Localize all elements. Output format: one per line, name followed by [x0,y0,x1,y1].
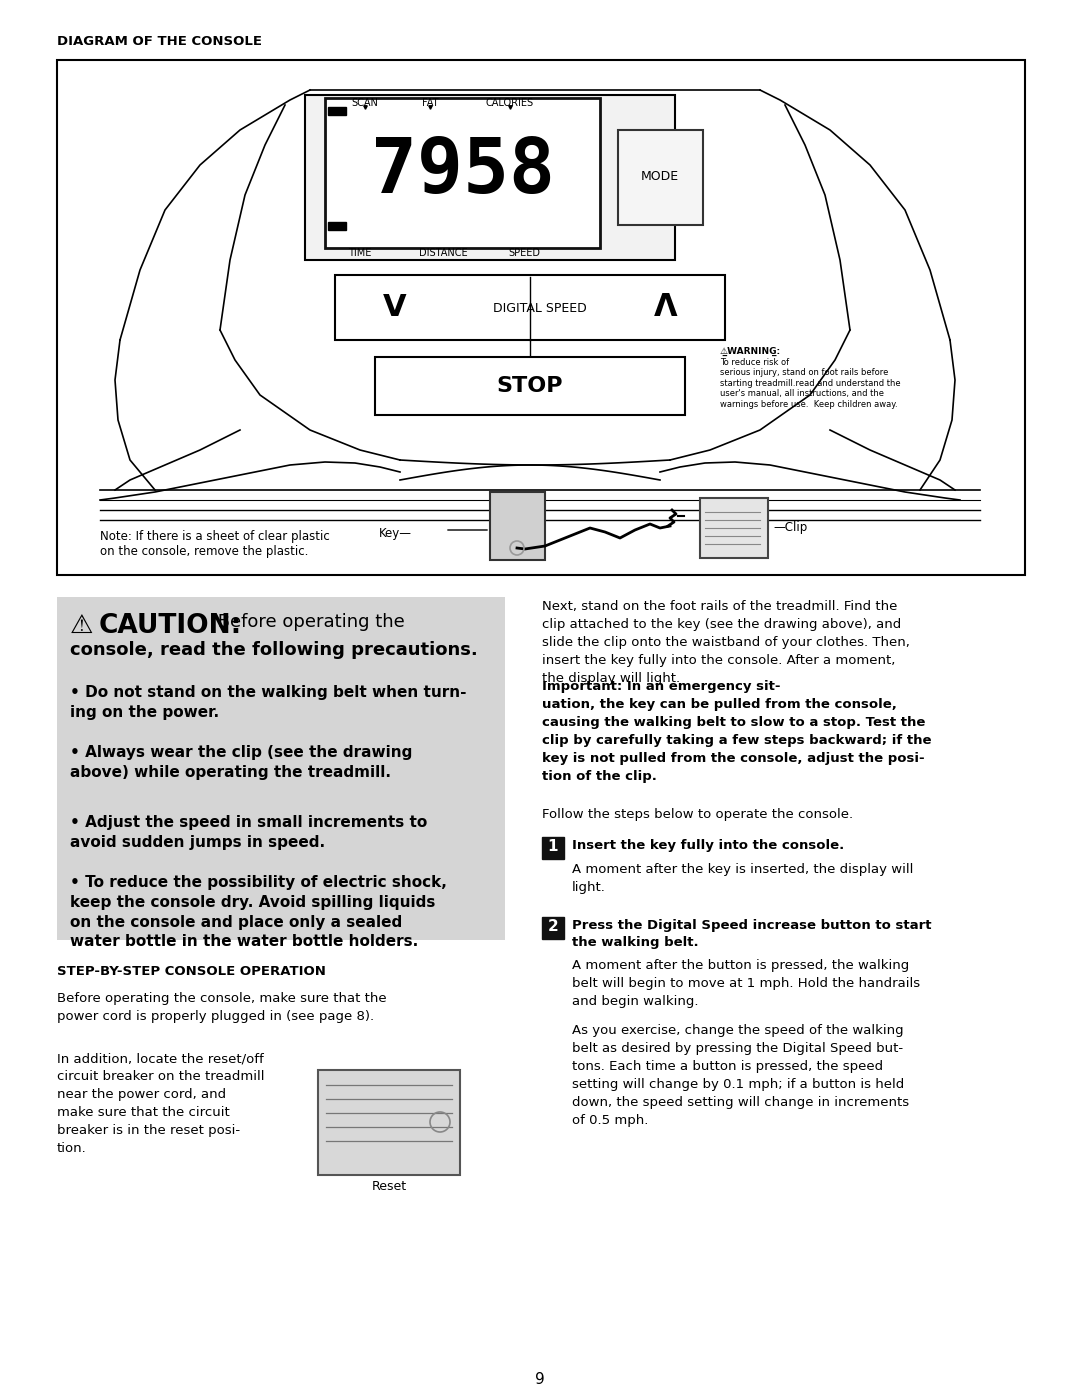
Bar [542,837,564,859]
Text: 7958: 7958 [372,136,555,210]
Bar [57,60,1025,576]
Text: Before operating the console, make sure that the
power cord is properly plugged : Before operating the console, make sure … [57,992,387,1023]
Text: Λ: Λ [654,293,678,323]
Bar [490,492,545,560]
Bar [328,222,346,231]
Text: FAT: FAT [422,98,438,108]
Bar [325,98,600,249]
Text: Before operating the: Before operating the [212,613,405,631]
Text: Note: If there is a sheet of clear plastic
on the console, remove the plastic.: Note: If there is a sheet of clear plast… [100,529,329,557]
Bar [328,108,346,115]
Text: Press the Digital Speed increase button to start
the walking belt.: Press the Digital Speed increase button … [572,919,931,949]
Bar [542,916,564,939]
Text: DIGITAL SPEED: DIGITAL SPEED [494,302,586,314]
Text: DIAGRAM OF THE CONSOLE: DIAGRAM OF THE CONSOLE [57,35,262,47]
Text: Next, stand on the foot rails of the treadmill. Find the
clip attached to the ke: Next, stand on the foot rails of the tre… [542,599,909,685]
Text: A moment after the button is pressed, the walking
belt will begin to move at 1 m: A moment after the button is pressed, th… [572,958,920,1009]
Text: 9: 9 [535,1372,545,1387]
Text: 2: 2 [548,919,558,935]
Text: V: V [383,293,407,323]
Text: • Adjust the speed in small increments to
avoid sudden jumps in speed.: • Adjust the speed in small increments t… [70,814,428,849]
Text: Key—: Key— [379,528,411,541]
Bar [335,275,725,339]
Text: As you exercise, change the speed of the walking
belt as desired by pressing the: As you exercise, change the speed of the… [572,1024,909,1127]
Text: 1: 1 [548,840,558,854]
Text: console, read the following precautions.: console, read the following precautions. [70,641,477,659]
Text: In addition, locate the reset/off
circuit breaker on the treadmill
near the powe: In addition, locate the reset/off circui… [57,1052,265,1155]
Text: To reduce risk of
serious injury, stand on foot rails before
starting treadmill.: To reduce risk of serious injury, stand … [720,358,901,408]
Text: CAUTION:: CAUTION: [99,613,242,638]
Bar [57,597,505,940]
Text: ⚠̲WARNING̲:: ⚠̲WARNING̲: [720,346,781,356]
Text: • To reduce the possibility of electric shock,
keep the console dry. Avoid spill: • To reduce the possibility of electric … [70,875,447,950]
Bar [375,358,685,415]
Text: Insert the key fully into the console.: Insert the key fully into the console. [572,840,845,852]
Text: Follow the steps below to operate the console.: Follow the steps below to operate the co… [542,807,853,821]
Bar [618,130,703,225]
Text: A moment after the key is inserted, the display will
light.: A moment after the key is inserted, the … [572,863,914,894]
Text: SCAN: SCAN [352,98,378,108]
Text: • Always wear the clip (see the drawing
above) while operating the treadmill.: • Always wear the clip (see the drawing … [70,745,413,780]
Bar [305,95,675,260]
Text: STEP-BY-STEP CONSOLE OPERATION: STEP-BY-STEP CONSOLE OPERATION [57,965,326,978]
Bar [700,497,768,557]
Bar [318,1070,460,1175]
Text: TIME: TIME [349,249,372,258]
Text: Important: In an emergency sit-
uation, the key can be pulled from the console,
: Important: In an emergency sit- uation, … [542,680,931,782]
Text: STOP: STOP [497,376,564,395]
Text: SPEED: SPEED [508,249,540,258]
Text: Reset: Reset [372,1180,406,1193]
Text: ⚠: ⚠ [70,613,94,638]
Text: MODE: MODE [640,170,679,183]
Text: DISTANCE: DISTANCE [419,249,468,258]
Text: —Clip: —Clip [773,521,807,534]
Text: CALORIES: CALORIES [486,98,535,108]
Text: • Do not stand on the walking belt when turn-
ing on the power.: • Do not stand on the walking belt when … [70,685,467,719]
